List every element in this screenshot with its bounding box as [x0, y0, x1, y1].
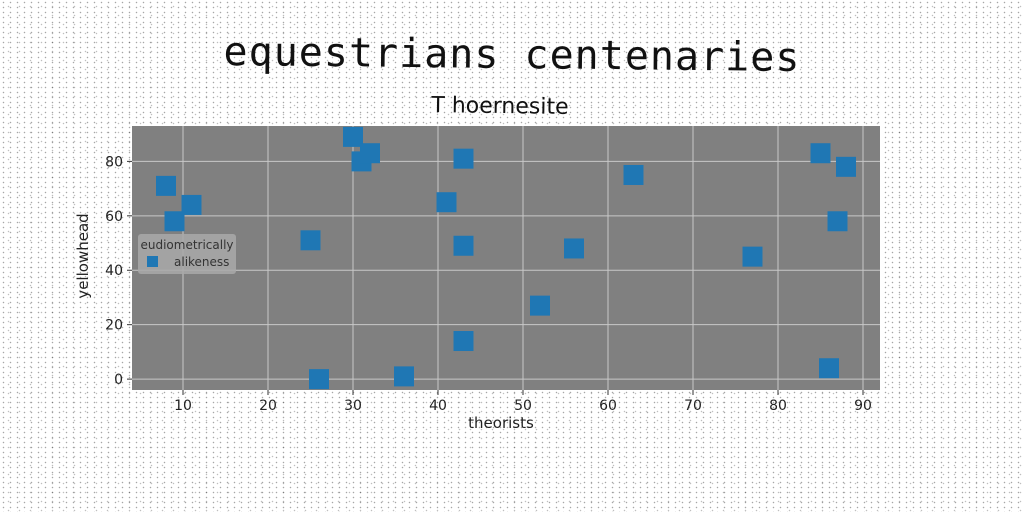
- x-tick-label: 40: [429, 398, 447, 414]
- x-tick-label: 60: [599, 398, 617, 414]
- plot-area: [132, 126, 880, 390]
- data-point: [819, 358, 839, 379]
- data-point: [564, 238, 584, 259]
- x-tick-label: 10: [174, 398, 192, 414]
- y-tick-label: 60: [105, 209, 123, 225]
- data-point: [394, 366, 414, 387]
- data-point: [436, 192, 457, 213]
- data-point: [343, 126, 363, 147]
- x-tick-label: 20: [259, 398, 277, 414]
- plot-background: [132, 126, 880, 390]
- y-axis: 0 20 40 60 80: [105, 154, 132, 388]
- legend-title: eudiometrically: [140, 238, 233, 252]
- data-point: [453, 235, 474, 256]
- data-point: [453, 148, 474, 169]
- data-point: [742, 246, 763, 267]
- y-tick-label: 40: [105, 263, 123, 279]
- data-point: [309, 369, 329, 390]
- data-point: [156, 175, 176, 196]
- data-point: [810, 143, 831, 164]
- data-point: [300, 230, 321, 251]
- data-point: [181, 194, 202, 215]
- data-point: [453, 331, 474, 352]
- x-tick-label: 80: [769, 398, 787, 414]
- y-axis-label: yellowhead: [74, 213, 92, 298]
- y-tick-label: 0: [114, 372, 123, 388]
- data-point: [836, 156, 856, 177]
- data-point: [530, 295, 550, 316]
- y-tick-label: 80: [105, 154, 123, 170]
- grid: [132, 126, 880, 390]
- data-points: [156, 126, 856, 390]
- x-axis-label: theorists: [468, 414, 534, 432]
- x-tick-label: 50: [514, 398, 532, 414]
- data-point: [360, 143, 380, 164]
- x-tick-label: 70: [684, 398, 702, 414]
- x-axis: 10 20 30 40 50 60 70 80 90: [174, 390, 872, 414]
- legend-entry-label: alikeness: [174, 255, 229, 269]
- legend-marker: [147, 256, 158, 267]
- legend: eudiometrically alikeness: [138, 234, 236, 274]
- x-tick-label: 30: [344, 398, 362, 414]
- legend-box: [138, 234, 236, 274]
- data-point: [164, 211, 185, 232]
- data-point: [827, 211, 848, 232]
- x-tick-label: 90: [854, 398, 872, 414]
- data-point: [623, 164, 644, 185]
- y-tick-label: 20: [105, 318, 123, 334]
